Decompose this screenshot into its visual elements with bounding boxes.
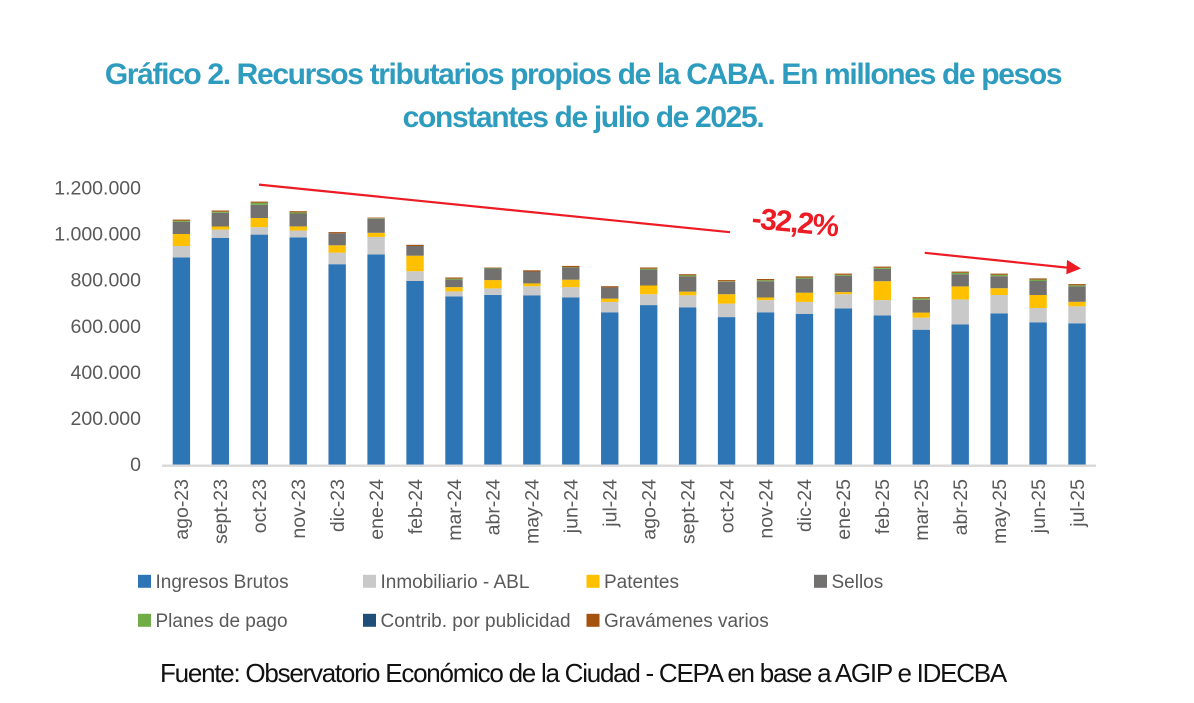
svg-text:ago-24: ago-24 [638, 479, 660, 540]
svg-text:Gravámenes varios: Gravámenes varios [604, 611, 769, 632]
svg-text:jul-25: jul-25 [1067, 479, 1089, 528]
svg-text:Planes de pago: Planes de pago [156, 611, 288, 632]
svg-text:ene-25: ene-25 [833, 479, 855, 540]
svg-text:jul-24: jul-24 [600, 479, 622, 528]
svg-text:800.000: 800.000 [71, 270, 142, 292]
svg-text:1.200.000: 1.200.000 [54, 178, 141, 200]
svg-text:Inmobiliario - ABL: Inmobiliario - ABL [381, 572, 530, 593]
svg-text:mar-24: mar-24 [444, 479, 466, 541]
svg-text:ene-24: ene-24 [366, 479, 388, 540]
svg-text:oct-24: oct-24 [716, 479, 738, 533]
svg-text:ago-23: ago-23 [171, 479, 193, 540]
svg-text:Contrib. por publicidad: Contrib. por publicidad [381, 611, 571, 632]
svg-text:-32,2%: -32,2% [750, 202, 840, 243]
svg-text:200.000: 200.000 [71, 408, 142, 430]
svg-text:oct-23: oct-23 [249, 479, 271, 533]
svg-text:may-24: may-24 [522, 479, 544, 544]
svg-text:Sellos: Sellos [832, 572, 884, 593]
svg-text:jun-25: jun-25 [1028, 479, 1050, 534]
svg-text:dic-23: dic-23 [327, 479, 349, 532]
svg-text:Patentes: Patentes [604, 572, 679, 593]
svg-text:feb-24: feb-24 [405, 479, 427, 534]
svg-text:sept-24: sept-24 [677, 479, 699, 544]
svg-text:nov-24: nov-24 [755, 479, 777, 539]
svg-text:nov-23: nov-23 [288, 479, 310, 539]
svg-text:dic-24: dic-24 [794, 479, 816, 532]
svg-text:600.000: 600.000 [71, 316, 142, 338]
svg-text:jun-24: jun-24 [561, 479, 583, 534]
svg-text:0: 0 [130, 454, 141, 476]
svg-text:feb-25: feb-25 [872, 479, 894, 534]
svg-text:sept-23: sept-23 [210, 479, 232, 544]
svg-text:400.000: 400.000 [71, 362, 142, 384]
svg-text:1.000.000: 1.000.000 [54, 224, 141, 246]
svg-text:may-25: may-25 [989, 479, 1011, 544]
svg-text:Ingresos Brutos: Ingresos Brutos [156, 572, 289, 593]
svg-text:abr-25: abr-25 [950, 479, 972, 536]
svg-text:abr-24: abr-24 [483, 479, 505, 536]
svg-text:mar-25: mar-25 [911, 479, 933, 541]
